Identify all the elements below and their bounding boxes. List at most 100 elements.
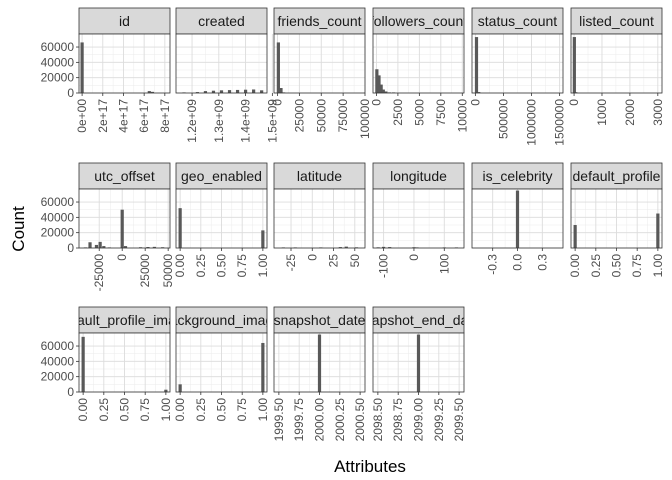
- x-tick-label: 1000: [595, 99, 609, 126]
- histogram-bar: [81, 336, 85, 392]
- x-tick-label: 0: [271, 99, 285, 106]
- x-tick-label: 500000: [496, 99, 510, 139]
- facet-strip: [175, 162, 268, 190]
- panel-border: [372, 33, 465, 94]
- facet-panel-followers-count: followers_count 0 2500 5000 7500 10000: [369, 7, 469, 133]
- histogram-bar: [477, 92, 481, 93]
- histogram-bar: [178, 208, 182, 248]
- panel-background: [176, 34, 267, 93]
- facet-strip-label: id: [119, 13, 130, 29]
- y-tick-label: 40000: [41, 210, 75, 224]
- y-tick-label: 20000: [41, 71, 75, 85]
- x-axis-label: Attributes: [334, 457, 406, 476]
- histogram-bar: [379, 84, 383, 93]
- x-tick-label: 2e+17: [96, 99, 110, 133]
- panel-background: [79, 34, 170, 93]
- x-tick-label: 10000: [455, 99, 469, 133]
- x-tick-label: 0e+00: [75, 99, 89, 133]
- histogram-bar: [260, 90, 264, 93]
- x-tick-label: 100: [437, 254, 451, 274]
- x-tick-label: 0.75: [138, 398, 152, 422]
- x-tick-label: 0.00: [568, 254, 582, 278]
- x-tick-label: 1999.50: [272, 398, 286, 442]
- x-tick-label: -25000: [92, 254, 106, 292]
- x-tick-label: 0: [468, 99, 482, 106]
- histogram-bar: [164, 389, 168, 392]
- y-axis-label: Count: [9, 206, 28, 252]
- x-tick-label: 0.75: [630, 254, 644, 278]
- x-tick-label: 0.50: [215, 254, 229, 278]
- x-tick-label: 0.50: [215, 398, 229, 422]
- histogram-bar: [344, 246, 348, 248]
- x-tick-label: 1000000: [525, 99, 539, 146]
- histogram-bar: [123, 246, 128, 248]
- x-tick-label: 50: [348, 254, 362, 268]
- x-tick-label: 1999.75: [292, 398, 306, 442]
- x-tick-label: 50000: [161, 254, 175, 288]
- y-tick-label: 40000: [41, 354, 75, 368]
- facet-panel-default-profile-image: default_profile_image 0.00 0.25 0.50 0.75 1.0…: [41, 306, 173, 422]
- histogram-bar: [261, 342, 265, 392]
- facet-panel-friends-count: friends_count 0 25000 50000 75000 100000: [271, 7, 372, 139]
- panel-border: [78, 188, 171, 249]
- histogram-bar: [515, 190, 520, 248]
- panel-border: [78, 33, 171, 94]
- histogram-bar: [80, 42, 84, 93]
- facet-strip-label: utc_offset: [94, 168, 155, 184]
- facet-panel-geo-enabled: geo_enabled 0.00 0.25 0.50 0.75 1.00: [173, 162, 270, 278]
- x-tick-label: 50000: [314, 99, 328, 133]
- histogram-bar: [573, 225, 577, 248]
- histogram-bar: [178, 384, 182, 392]
- panel-background: [274, 189, 365, 248]
- histogram-bar: [377, 75, 381, 93]
- histogram-bar: [338, 247, 342, 248]
- histogram-bar: [474, 37, 479, 93]
- x-tick-label: 1.00: [256, 254, 270, 278]
- facet-panel-created: created 1.2e+09 1.3e+09 1.4e+09 1.5e+09: [175, 7, 279, 143]
- facet-panel-longitude: longitude -100 0 100: [372, 162, 465, 278]
- x-tick-label: 0: [407, 254, 421, 261]
- x-tick-label: 2000: [623, 99, 637, 126]
- histogram-bar: [416, 334, 421, 392]
- x-tick-label: 1500000: [553, 99, 567, 146]
- histogram-bar: [243, 89, 248, 93]
- x-tick-label: 2000.50: [353, 398, 367, 442]
- x-tick-label: 1.2e+09: [185, 99, 199, 143]
- facet-strip: [175, 7, 268, 35]
- histogram-bar: [147, 91, 151, 93]
- facet-strip: [273, 7, 366, 35]
- facet-panel-utc-offset: utc_offset-25000 0 25000 500000200004000060…: [41, 162, 175, 292]
- facet-strip-label: is_celebrity: [482, 168, 552, 184]
- x-tick-label: 0.75: [235, 398, 249, 422]
- x-tick-label: 75000: [336, 99, 350, 133]
- histogram-bar: [227, 90, 232, 93]
- histogram-bar: [375, 69, 379, 93]
- facet-strip: [570, 7, 663, 35]
- x-tick-label: 0.00: [173, 254, 187, 278]
- facet-strip-label: status_count: [478, 13, 557, 29]
- facet-strip-label: created: [198, 13, 245, 29]
- y-tick-label: 0: [67, 385, 74, 399]
- x-tick-label: 0.25: [194, 398, 208, 422]
- histogram-bar: [261, 230, 265, 248]
- facet-panel-background-image: background_image 0.00 0.25 0.50 0.75 1.00: [173, 306, 270, 422]
- facet-strip-label: followers_count: [370, 13, 467, 29]
- y-tick-label: 0: [67, 86, 74, 100]
- histogram-bar: [388, 247, 392, 248]
- x-tick-label: 2000.25: [333, 398, 347, 442]
- y-tick-label: 60000: [41, 40, 75, 54]
- x-tick-label: 0.50: [610, 254, 624, 278]
- x-tick-label: 8e+17: [158, 99, 172, 133]
- facet-strip: [372, 7, 465, 35]
- histogram-bar: [252, 89, 256, 93]
- panel-border: [175, 33, 268, 94]
- facet-strip: [78, 162, 171, 190]
- histogram-bar: [94, 244, 99, 248]
- histogram-bar: [150, 91, 155, 93]
- x-tick-label: 0: [567, 99, 581, 106]
- histogram-bar: [211, 90, 216, 93]
- facet-strip-label: snapshot_date: [274, 312, 366, 328]
- panel-background: [571, 34, 662, 93]
- x-tick-label: 0.00: [76, 398, 90, 422]
